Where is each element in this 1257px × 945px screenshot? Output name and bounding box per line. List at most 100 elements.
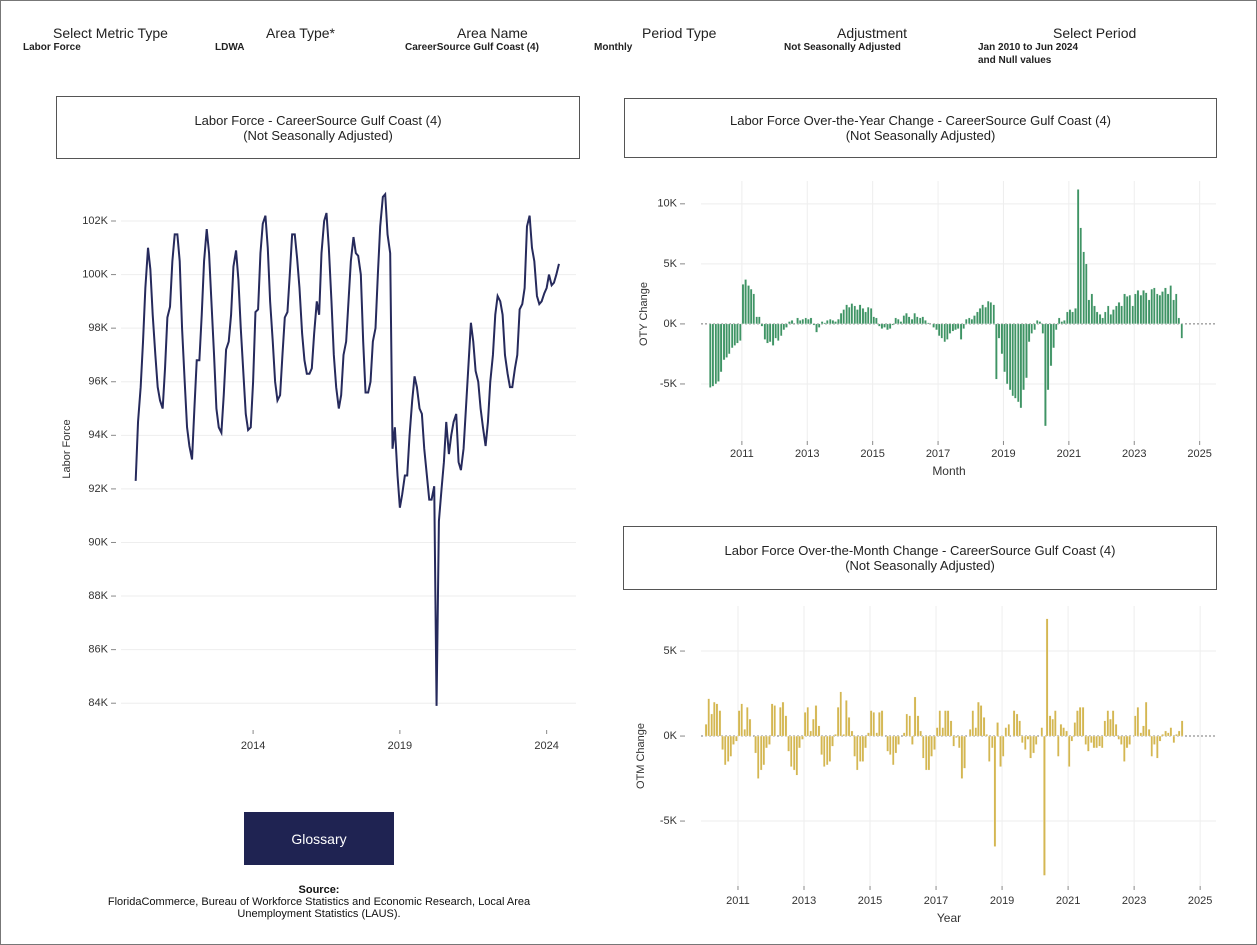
bar <box>962 323 965 329</box>
bar <box>729 735 733 757</box>
x-tick-label: 2023 <box>1122 448 1146 460</box>
bar <box>1147 729 1151 737</box>
bar <box>981 304 984 325</box>
bar <box>971 710 975 737</box>
bar <box>933 735 936 750</box>
bar <box>1079 227 1082 325</box>
bar <box>777 323 780 341</box>
x-tick-label: 2023 <box>1122 895 1146 907</box>
bar <box>916 316 919 325</box>
bar <box>913 312 916 325</box>
bar <box>1025 323 1028 379</box>
bar <box>897 318 900 325</box>
bar <box>941 727 945 737</box>
bar <box>1045 618 1049 737</box>
bar <box>856 309 859 325</box>
bar <box>875 732 878 737</box>
bar <box>956 323 960 329</box>
y-tick-label: 0K <box>664 730 678 742</box>
bar <box>1109 718 1112 737</box>
bar <box>730 323 734 349</box>
bar <box>850 730 854 737</box>
bar <box>1172 299 1175 325</box>
bar <box>951 323 955 332</box>
bar <box>958 735 961 749</box>
bar <box>817 323 821 328</box>
bar <box>1032 735 1035 754</box>
bar <box>963 735 966 769</box>
bar <box>1131 305 1134 325</box>
bar <box>935 323 938 331</box>
bar <box>837 318 840 325</box>
bar <box>842 734 845 737</box>
bar <box>864 311 867 325</box>
bar <box>1128 294 1132 325</box>
chart-title: Labor Force Over-the-Year Change - Caree… <box>729 113 1112 128</box>
bar <box>704 724 708 737</box>
bar <box>1139 294 1143 325</box>
bar <box>1030 323 1033 334</box>
bar <box>1136 707 1140 737</box>
bar <box>817 725 821 737</box>
y-tick-label: 92K <box>88 483 108 495</box>
bar <box>1174 293 1178 325</box>
bar <box>765 735 768 749</box>
bar <box>789 735 793 767</box>
bar <box>739 323 742 341</box>
bar <box>1101 317 1104 325</box>
bar <box>1057 735 1060 757</box>
bar <box>795 735 799 776</box>
bar <box>1051 718 1054 737</box>
bar <box>741 284 745 325</box>
y-tick-label: 88K <box>88 590 108 602</box>
bar <box>1093 305 1096 325</box>
x-tick-label: 2021 <box>1056 895 1080 907</box>
bar <box>891 323 894 326</box>
x-tick-label: 2013 <box>792 895 816 907</box>
bar <box>768 735 771 745</box>
bar <box>1011 323 1014 397</box>
bar <box>1059 724 1063 737</box>
bar <box>1136 290 1140 325</box>
bar <box>1074 308 1077 325</box>
filter-value: Not Seasonally Adjusted <box>784 42 901 53</box>
bar <box>880 710 884 737</box>
bar <box>1134 293 1137 325</box>
bar <box>748 718 752 737</box>
bar <box>1120 305 1123 325</box>
bar <box>1158 294 1162 325</box>
bar <box>1087 735 1090 752</box>
bar <box>718 710 722 737</box>
bar <box>867 732 870 737</box>
bar <box>1123 735 1126 762</box>
bar <box>907 316 911 325</box>
bar <box>1177 317 1181 325</box>
bar <box>1063 320 1066 325</box>
bar <box>737 710 741 737</box>
bar <box>847 306 851 325</box>
bar <box>970 318 974 325</box>
glossary-button[interactable]: Glossary <box>244 812 394 865</box>
bar <box>779 323 783 337</box>
bar <box>732 735 735 745</box>
bar <box>758 316 761 325</box>
bar <box>982 717 986 737</box>
bar <box>1153 735 1156 745</box>
bar <box>796 317 799 325</box>
source-heading: Source: <box>298 884 340 896</box>
filter-label: Select Period <box>1053 25 1137 41</box>
bar <box>1112 309 1115 325</box>
bar <box>888 323 892 329</box>
y-tick-label: 100K <box>82 268 108 280</box>
bar <box>1043 735 1046 876</box>
bar <box>762 735 766 766</box>
bar <box>967 317 971 325</box>
bar <box>721 735 724 750</box>
bar <box>709 323 712 388</box>
bar <box>1012 710 1016 737</box>
y-tick-label: 0K <box>664 318 678 330</box>
bar <box>825 735 829 766</box>
bar <box>1087 299 1091 325</box>
bar <box>878 712 881 737</box>
bar <box>943 323 946 343</box>
